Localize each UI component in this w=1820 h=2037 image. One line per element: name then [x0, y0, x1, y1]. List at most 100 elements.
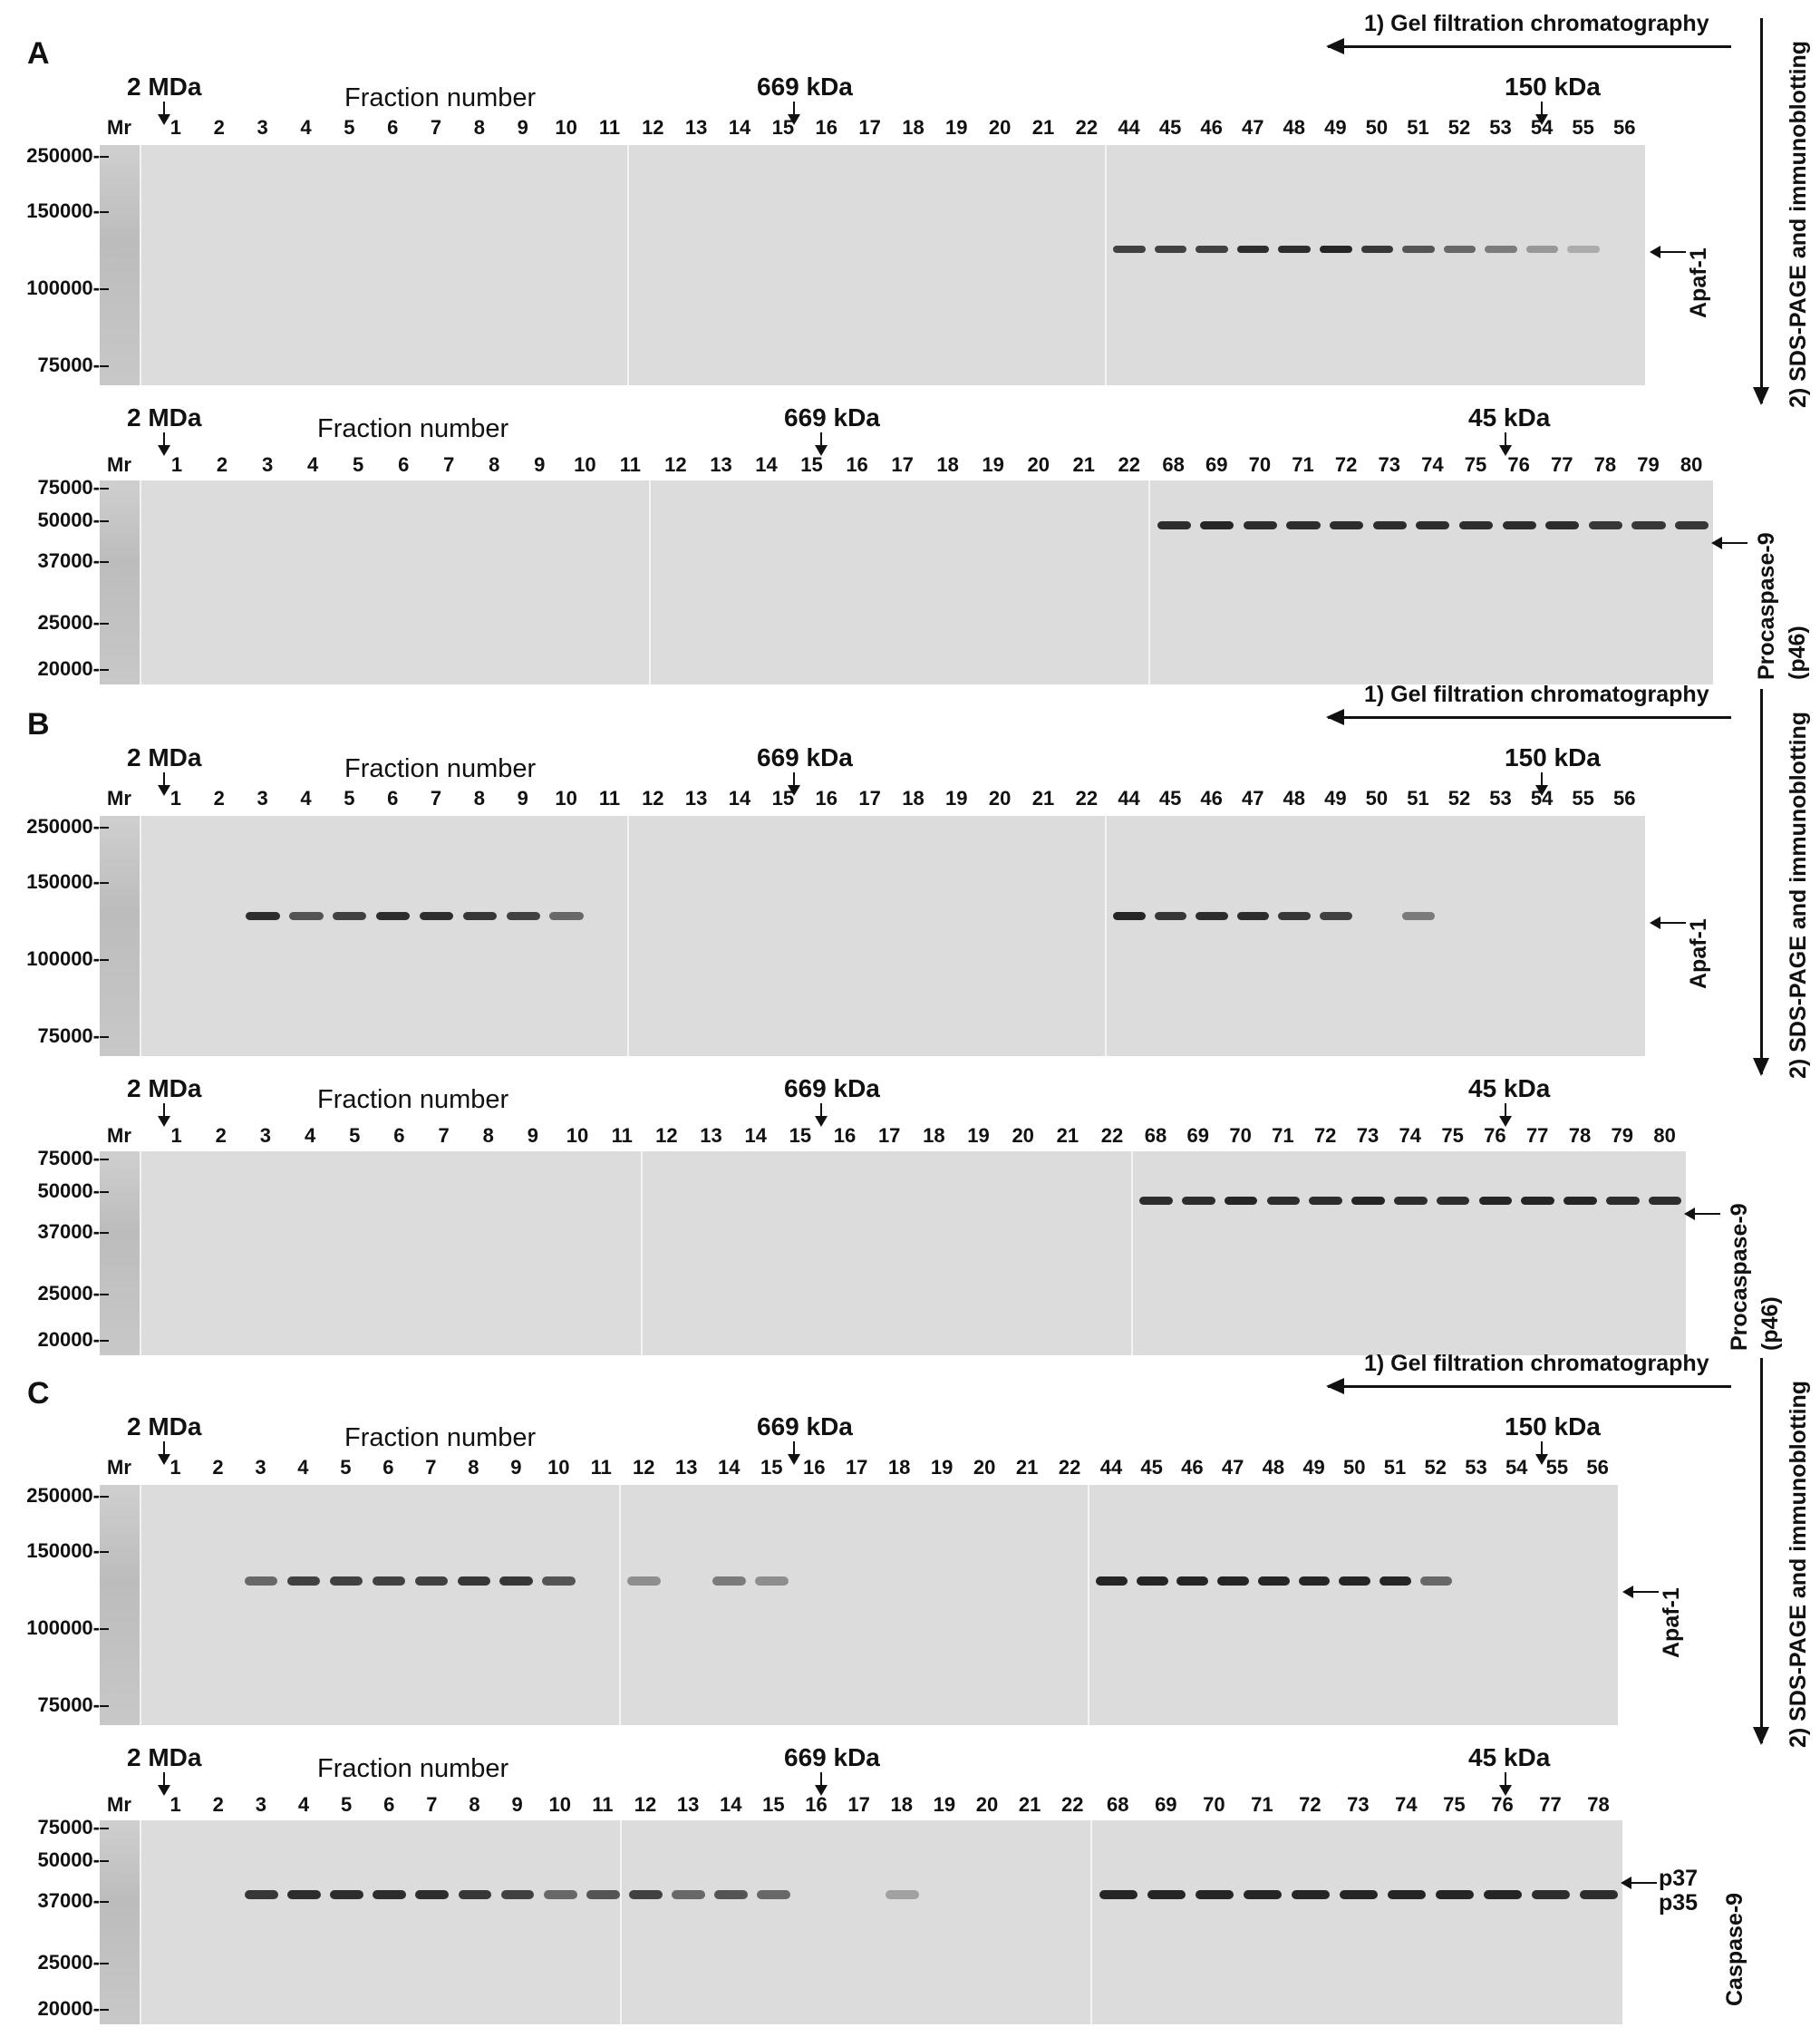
immunoblot-band [333, 912, 367, 920]
immunoblot-band [1157, 521, 1191, 529]
fraction-number-title: Fraction number [317, 1754, 509, 1783]
lane-number: 4 [307, 453, 319, 476]
lane-number: 3 [255, 1793, 266, 1816]
immunoblot-band [419, 912, 454, 920]
lane-number: 18 [887, 1456, 911, 1479]
lane-number: 10 [547, 1456, 570, 1479]
lane-number: 70 [1203, 1793, 1225, 1816]
lane-number: 9 [534, 453, 546, 476]
blot-section-divider [1104, 145, 1107, 385]
size-marker-arrow [815, 1772, 828, 1796]
lane-number: 9 [510, 1456, 522, 1479]
immunoblot-band [1484, 1889, 1522, 1899]
mr-label: Mr [107, 787, 131, 810]
blot-membrane [100, 145, 1645, 385]
lane-number: 3 [257, 116, 268, 139]
lane-number: 15 [762, 1793, 785, 1816]
lane-number: 46 [1200, 787, 1223, 810]
immunoblot-band [1278, 912, 1311, 920]
flow-arrow-horizontal [1326, 709, 1731, 725]
lane-number: 17 [858, 116, 881, 139]
immunoblot-band [1580, 1889, 1618, 1899]
lane-number: 22 [1075, 116, 1099, 139]
lane-number: 1 [169, 787, 182, 810]
panel-letter: B [27, 707, 50, 742]
immunoblot-band [506, 912, 540, 920]
lane-number: 6 [398, 453, 410, 476]
lane-number: 75 [1441, 1124, 1464, 1147]
immunoblot-band [885, 1889, 919, 1899]
lane-number: 69 [1205, 453, 1228, 476]
immunoblot-band [1330, 521, 1364, 529]
immunoblot-band [1320, 912, 1352, 920]
immunoblot-band [286, 1576, 321, 1586]
immunoblot-band [1196, 912, 1228, 920]
lane-number: 9 [517, 116, 528, 139]
mw-tick-label: 150000- [0, 1539, 109, 1563]
immunoblot-band [1266, 1196, 1301, 1205]
lane-number: 15 [771, 116, 795, 139]
lane-number: 7 [425, 1456, 437, 1479]
lane-number: 47 [1221, 1456, 1244, 1479]
lane-number: 56 [1612, 787, 1636, 810]
immunoblot-band [1563, 1196, 1597, 1205]
lane-number: 14 [728, 116, 751, 139]
lane-number: 17 [877, 1124, 901, 1147]
immunoblot-band [755, 1576, 789, 1586]
fraction-number-title: Fraction number [344, 754, 537, 783]
immunoblot-band [712, 1576, 747, 1586]
size-marker-arrow [1499, 432, 1512, 456]
lane-number: 53 [1489, 787, 1512, 810]
lane-number: 1 [169, 116, 182, 139]
lane-number: 49 [1324, 116, 1347, 139]
lane-number: 17 [858, 787, 881, 810]
immunoblot-band [1200, 521, 1234, 529]
lane-number: 11 [598, 116, 621, 139]
lane-number: 44 [1118, 116, 1140, 139]
size-marker-label: 669 kDa [757, 743, 853, 771]
lane-number: 5 [353, 453, 364, 476]
lane-number: 6 [382, 1456, 394, 1479]
lane-number: 21 [1015, 1456, 1039, 1479]
immunoblot-band [1236, 246, 1270, 254]
immunoblot-band [1113, 246, 1146, 254]
lane-number: 10 [555, 787, 577, 810]
mw-tick-label: 100000- [0, 276, 109, 300]
immunoblot-band [1436, 1889, 1474, 1899]
band-label: p35 [1659, 1889, 1699, 1916]
lane-number: 49 [1324, 787, 1347, 810]
lane-number: 4 [297, 1793, 310, 1816]
target-band-arrow [1711, 536, 1747, 549]
lane-number: 14 [755, 453, 778, 476]
immunoblot-band [1416, 521, 1450, 529]
immunoblot-band [415, 1889, 450, 1899]
immunoblot-band [1182, 1196, 1215, 1205]
immunoblot-band [329, 1576, 363, 1586]
lane-number: 21 [1056, 1124, 1079, 1147]
mw-tick-label: 150000- [0, 870, 109, 894]
lane-number: 17 [845, 1456, 868, 1479]
lane-number: 16 [815, 787, 837, 810]
lane-number: 75 [1464, 453, 1487, 476]
target-band-arrow [1684, 1207, 1720, 1220]
lane-number: 7 [426, 1793, 438, 1816]
lane-number: 50 [1343, 1456, 1366, 1479]
size-marker-arrow [1535, 772, 1548, 796]
lane-number: 12 [655, 1124, 678, 1147]
lane-number: 13 [700, 1124, 722, 1147]
target-protein-label: Apaf-1 [1686, 918, 1711, 989]
lane-number: 45 [1158, 116, 1182, 139]
lane-number: 68 [1107, 1793, 1129, 1816]
lane-number: 72 [1299, 1793, 1321, 1816]
lane-number: 6 [387, 116, 399, 139]
target-protein-label: Apaf-1 [1659, 1587, 1684, 1658]
blot-section-divider [1089, 1820, 1092, 2024]
lane-number: 1 [170, 1124, 182, 1147]
molecular-weight-ladder [100, 1820, 141, 2024]
size-marker-arrow [158, 1103, 170, 1127]
immunoblot-band [414, 1576, 449, 1586]
size-marker-label: 150 kDa [1505, 73, 1601, 101]
lane-number: 10 [566, 1124, 589, 1147]
mw-tick-label: 25000- [0, 1282, 109, 1305]
immunoblot-band [1419, 1576, 1452, 1586]
